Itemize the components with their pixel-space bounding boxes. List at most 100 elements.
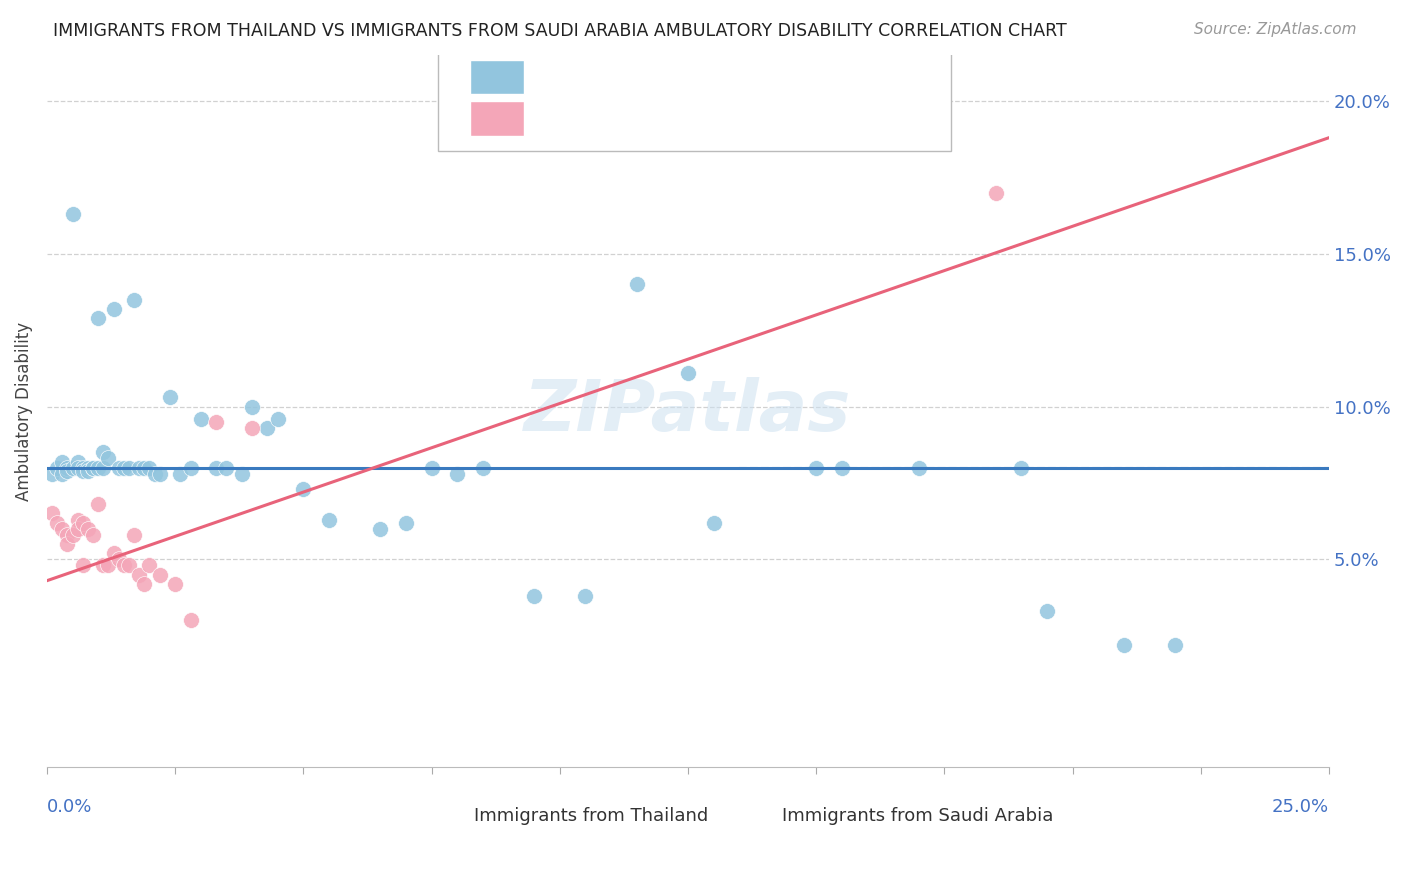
Point [72,460,94,475]
Point [231,467,253,481]
Point [574,589,596,603]
Point [215,460,238,475]
Point [72,558,94,573]
Text: IMMIGRANTS FROM THAILAND VS IMMIGRANTS FROM SAUDI ARABIA AMBULATORY DISABILITY C: IMMIGRANTS FROM THAILAND VS IMMIGRANTS F… [53,22,1067,40]
Point [122,528,145,542]
Point [66,512,89,526]
Point [82,460,104,475]
Point [112,460,135,475]
Point [190,411,212,425]
Point [179,460,201,475]
Text: Source: ZipAtlas.com: Source: ZipAtlas.com [1194,22,1357,37]
Y-axis label: Ambulatory Disability: Ambulatory Disability [15,321,32,500]
Point [112,558,135,573]
Point [179,614,201,628]
Point [82,460,104,475]
Point [77,522,100,536]
Point [56,464,79,478]
Text: ZIPatlas: ZIPatlas [524,376,852,446]
Point [420,460,443,475]
Point [1112,638,1135,652]
Point [1036,604,1059,618]
Point [368,522,391,536]
FancyBboxPatch shape [470,102,524,136]
Point [205,460,228,475]
Point [523,589,546,603]
Point [87,497,110,511]
Point [149,467,172,481]
Point [41,507,63,521]
Point [806,460,828,475]
Point [446,467,468,481]
Point [626,277,648,292]
FancyBboxPatch shape [470,60,524,95]
Text: N = 29: N = 29 [733,110,800,128]
Text: 25.0%: 25.0% [1272,797,1329,815]
Point [134,460,156,475]
Point [72,464,94,478]
Point [56,528,79,542]
Point [77,460,100,475]
Point [72,516,94,530]
Point [205,415,228,429]
Point [292,482,315,496]
Point [118,460,141,475]
Point [122,293,145,307]
Point [51,522,73,536]
Point [91,460,114,475]
Point [703,516,725,530]
Point [41,467,63,481]
Point [77,464,100,478]
Point [165,576,187,591]
Text: Immigrants from Thailand: Immigrants from Thailand [474,807,709,825]
Point [1164,638,1187,652]
Point [62,528,84,542]
Point [143,467,166,481]
Text: 0.0%: 0.0% [46,797,93,815]
Point [56,537,79,551]
Point [66,522,89,536]
Point [984,186,1007,200]
FancyBboxPatch shape [733,801,772,831]
Point [159,390,181,404]
Point [149,567,172,582]
Point [107,460,129,475]
Point [138,460,160,475]
Text: N = 60: N = 60 [733,68,800,87]
Point [82,528,104,542]
Point [676,366,699,380]
Point [128,567,150,582]
Point [134,576,156,591]
Point [395,516,418,530]
Point [62,207,84,221]
Text: Immigrants from Saudi Arabia: Immigrants from Saudi Arabia [782,807,1053,825]
Point [46,516,69,530]
Point [103,301,125,316]
Point [46,460,69,475]
Point [240,421,263,435]
Point [51,454,73,468]
Point [907,460,929,475]
Point [56,460,79,475]
Point [62,460,84,475]
Point [169,467,191,481]
Point [97,451,120,466]
Point [87,460,110,475]
Text: R =  0.777: R = 0.777 [538,110,634,128]
Point [831,460,853,475]
Text: R = 0.000: R = 0.000 [538,68,627,87]
Point [118,558,141,573]
Point [138,558,160,573]
Point [1010,460,1032,475]
Point [97,558,120,573]
Point [318,512,340,526]
Point [128,460,150,475]
Point [66,454,89,468]
Point [471,460,494,475]
Point [91,445,114,459]
FancyBboxPatch shape [439,41,950,152]
Point [87,310,110,325]
Point [107,552,129,566]
Point [51,467,73,481]
Point [103,546,125,560]
